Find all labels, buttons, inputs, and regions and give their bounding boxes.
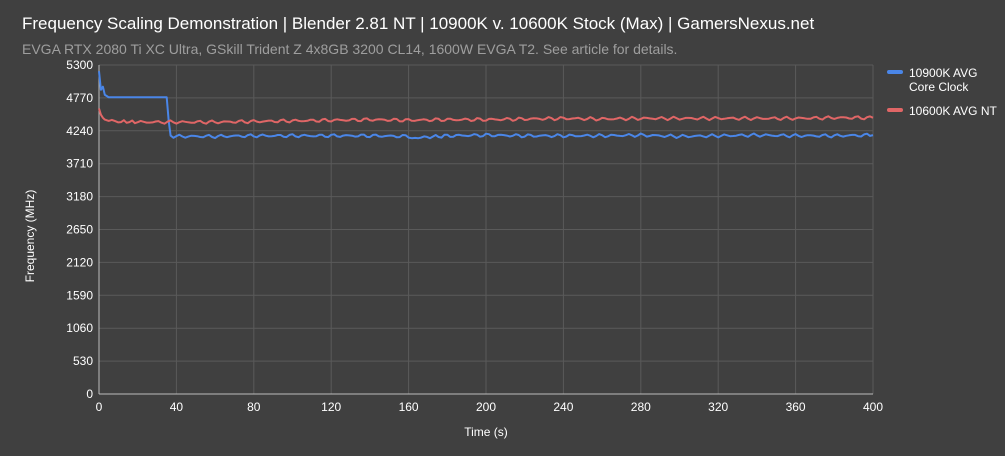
y-tick-label: 2120 [66,255,93,269]
legend-item-10600k: 10600K AVG NT [887,104,1002,118]
x-tick-label: 160 [399,400,419,414]
x-axis-label: Time (s) [464,425,508,439]
y-tick-label: 530 [73,354,93,368]
x-tick-label: 400 [863,400,883,414]
axes [98,65,873,395]
legend-label-10900k: 10900K AVG Core Clock [909,66,978,94]
x-tick-label: 360 [786,400,806,414]
y-tick-label: 3710 [66,157,93,171]
y-tick-label: 1060 [66,321,93,335]
y-tick-label: 5300 [66,58,93,72]
x-tick-label: 200 [476,400,496,414]
y-tick-label: 4770 [66,91,93,105]
x-tick-label: 240 [553,400,573,414]
series-lines [98,71,874,140]
x-tick-label: 40 [170,400,184,414]
legend-label-10600k: 10600K AVG NT [909,104,997,118]
y-tick-label: 2650 [66,223,93,237]
legend: 10900K AVG Core Clock 10600K AVG NT [887,66,1002,128]
y-tick-label: 3180 [66,190,93,204]
legend-swatch-10600k [887,108,903,112]
series-line-0 [98,71,874,140]
x-tick-label: 120 [321,400,341,414]
tick-labels: 0 530 1060 1590 2120 2650 3180 3710 4240 4770 5300… [66,58,883,414]
series-line-1 [98,108,874,125]
x-tick-label: 320 [708,400,728,414]
chart-title: Frequency Scaling Demonstration | Blende… [22,14,815,33]
legend-item-10900k: 10900K AVG Core Clock [887,66,1002,94]
y-tick-label: 1590 [66,288,93,302]
legend-swatch-10900k [887,70,903,74]
y-axis-label: Frequency (MHz) [23,190,37,283]
y-tick-label: 0 [86,387,93,401]
x-tick-label: 80 [247,400,261,414]
grid-lines [99,64,874,394]
x-tick-label: 280 [631,400,651,414]
chart-subtitle: EVGA RTX 2080 Ti XC Ultra, GSkill Triden… [22,41,678,57]
y-tick-label: 4240 [66,124,93,138]
x-tick-label: 0 [96,400,103,414]
